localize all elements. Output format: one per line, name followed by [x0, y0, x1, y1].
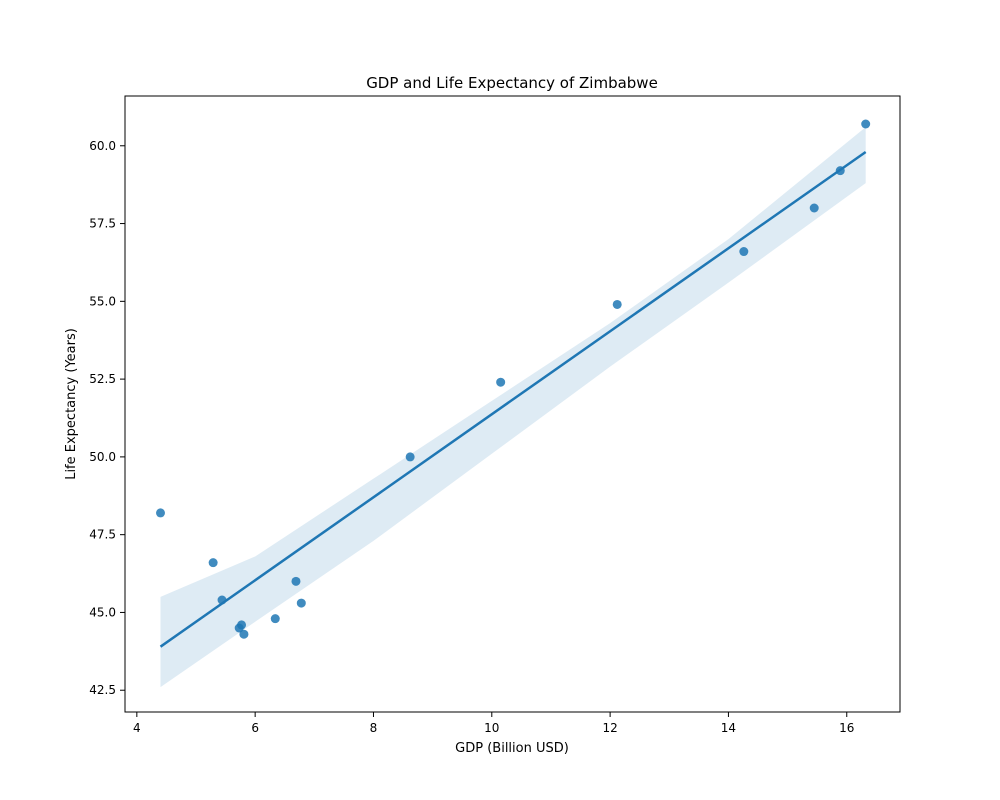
data-point-6 — [239, 629, 249, 639]
y-axis: 42.5 45.0 47.5 50.0 52.5 55.0 57.5 60.0 — [89, 139, 125, 697]
x-axis-label: GDP (Billion USD) — [455, 741, 569, 756]
plot-area — [155, 119, 871, 688]
y-tick-label: 45.0 — [89, 605, 116, 619]
y-tick-label: 50.0 — [89, 450, 116, 464]
data-point-14 — [809, 203, 819, 213]
plot-frame — [124, 95, 901, 713]
y-tick-label: 57.5 — [89, 217, 116, 231]
data-point-16 — [861, 119, 871, 129]
x-tick-label: 6 — [251, 721, 259, 735]
x-tick-label: 14 — [721, 721, 736, 735]
data-point-9 — [296, 598, 306, 608]
data-point-7 — [270, 614, 280, 624]
x-tick-label: 4 — [133, 721, 141, 735]
data-point-12 — [612, 299, 622, 309]
y-axis-label: Life Expectancy (Years) — [64, 328, 79, 480]
data-point-8 — [291, 576, 301, 586]
y-tick-label: 47.5 — [89, 528, 116, 542]
confidence-band — [160, 127, 866, 688]
x-tick-label: 16 — [839, 721, 854, 735]
regression-line — [159, 150, 867, 648]
data-point-2 — [208, 558, 218, 568]
x-tick-label: 8 — [370, 721, 378, 735]
y-tick-label: 55.0 — [89, 294, 116, 308]
y-tick-label: 52.5 — [89, 372, 116, 386]
data-point-13 — [739, 247, 749, 257]
data-point-1 — [155, 508, 165, 518]
x-tick-label: 12 — [602, 721, 617, 735]
data-point-5 — [237, 620, 247, 630]
x-tick-label: 10 — [484, 721, 499, 735]
data-point-11 — [496, 377, 506, 387]
y-tick-label: 42.5 — [89, 683, 116, 697]
x-axis: 4 6 8 10 12 14 16 — [133, 712, 854, 735]
y-tick-label: 60.0 — [89, 139, 116, 153]
data-point-10 — [405, 452, 415, 462]
chart-title: GDP and Life Expectancy of Zimbabwe — [366, 74, 658, 92]
